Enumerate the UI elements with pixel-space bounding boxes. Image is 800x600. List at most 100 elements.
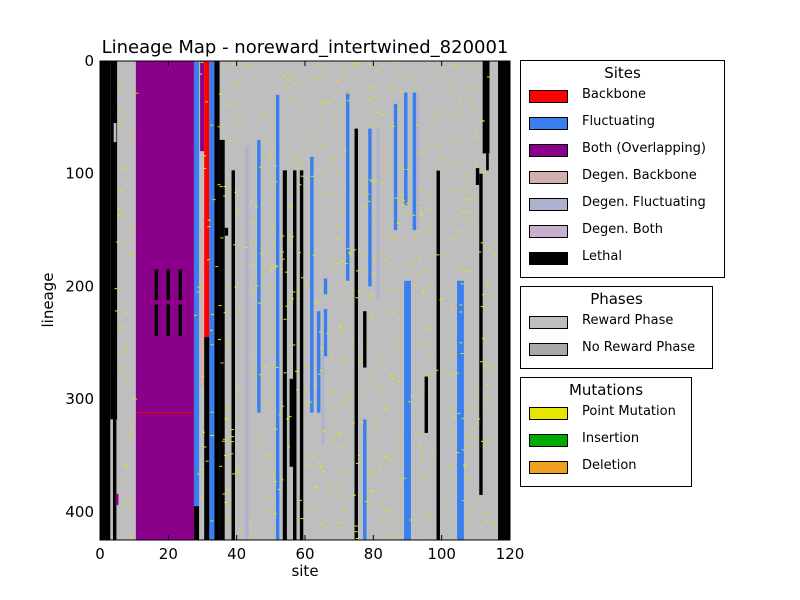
site-column: [204, 337, 210, 540]
mutation-mark: [319, 370, 323, 372]
mutation-mark: [126, 499, 130, 501]
mutation-mark: [384, 457, 388, 459]
mutation-mark: [465, 478, 469, 480]
mutation-mark: [465, 217, 469, 219]
legend-swatch: [529, 171, 568, 184]
mutation-mark: [262, 267, 266, 269]
mutation-mark: [445, 501, 449, 503]
mutation-mark: [459, 342, 463, 344]
mutation-mark: [126, 504, 130, 506]
y-tick-label: 0: [84, 52, 94, 70]
mutation-mark: [350, 290, 354, 292]
mutation-mark: [298, 499, 302, 501]
mutation-mark: [370, 491, 374, 493]
mutation-mark: [201, 375, 205, 377]
mutation-mark: [304, 365, 308, 367]
mutation-mark: [353, 249, 357, 251]
mutation-mark: [201, 468, 205, 470]
mutation-mark: [468, 198, 472, 200]
mutation-mark: [467, 211, 471, 213]
mutation-mark: [402, 168, 406, 170]
site-column: [368, 128, 372, 287]
mutation-mark: [354, 531, 358, 533]
mutation-mark: [217, 126, 221, 128]
x-tick-label: 120: [496, 545, 525, 563]
site-column: [486, 153, 489, 171]
mutation-mark: [121, 354, 125, 356]
mutation-mark: [233, 244, 237, 246]
mutation-mark: [269, 270, 273, 272]
mutation-mark: [419, 214, 423, 216]
mutation-mark: [339, 333, 343, 335]
legend-label: Degen. Fluctuating: [582, 195, 706, 210]
mutation-mark: [394, 197, 398, 199]
mutation-mark: [281, 258, 285, 260]
mutation-mark: [467, 66, 471, 68]
site-column: [100, 61, 111, 540]
legend-entry: No Reward Phase: [521, 338, 712, 365]
legend-entry: Both (Overlapping): [521, 139, 724, 166]
legend-label: Lethal: [582, 249, 622, 264]
mutation-mark: [296, 290, 300, 292]
mutation-mark: [294, 370, 298, 372]
x-tick-label: 20: [159, 545, 178, 563]
mutation-mark: [272, 242, 276, 244]
mutation-mark: [207, 226, 211, 228]
mutation-mark: [415, 124, 419, 126]
site-column: [209, 61, 215, 540]
mutation-mark: [492, 523, 496, 525]
mutation-mark: [273, 165, 277, 167]
mutation-mark: [348, 253, 352, 255]
mutation-mark: [427, 374, 431, 376]
mutation-mark: [371, 474, 375, 476]
mutation-mark: [484, 512, 488, 514]
mutation-mark: [281, 235, 285, 237]
site-column: [457, 280, 464, 540]
mutation-mark: [291, 97, 295, 99]
mutation-mark: [255, 285, 259, 287]
mutation-mark: [343, 149, 347, 151]
mutation-mark: [371, 273, 375, 275]
legend-swatch: [529, 434, 568, 447]
mutation-mark: [119, 82, 123, 84]
mutation-mark: [290, 236, 294, 238]
mutation-mark: [317, 63, 321, 65]
mutation-mark: [310, 175, 314, 177]
mutation-mark: [396, 222, 400, 224]
mutation-mark: [288, 416, 292, 418]
site-column: [166, 269, 171, 300]
mutation-mark: [332, 439, 336, 441]
mutation-mark: [123, 465, 127, 467]
mutation-mark: [441, 158, 445, 160]
mutation-mark: [427, 231, 431, 233]
mutation-mark: [132, 225, 136, 227]
mutation-mark: [429, 285, 433, 287]
mutation-mark: [116, 327, 120, 329]
legend-entry: Degen. Both: [521, 220, 724, 247]
mutation-mark: [419, 452, 423, 454]
mutation-mark: [205, 460, 209, 462]
mutation-mark: [328, 490, 332, 492]
site-column: [282, 170, 287, 540]
mutation-mark: [355, 297, 359, 299]
mutation-mark: [218, 93, 222, 95]
legend-label: Insertion: [582, 431, 640, 446]
site-column: [245, 145, 249, 540]
mutation-mark: [220, 237, 224, 239]
mutation-mark: [270, 151, 274, 153]
mutation-mark: [348, 396, 352, 398]
site-column: [135, 61, 194, 540]
legend-label: Backbone: [582, 87, 647, 102]
mutation-mark: [236, 210, 240, 212]
mutation-mark: [249, 532, 253, 534]
mutation-mark: [410, 263, 414, 265]
mutation-mark: [334, 226, 338, 228]
mutation-mark: [451, 239, 455, 241]
mutation-mark: [274, 428, 278, 430]
mutation-mark: [211, 434, 215, 436]
mutation-mark: [453, 354, 457, 356]
mutation-mark: [462, 417, 466, 419]
mutation-mark: [412, 214, 416, 216]
mutation-mark: [318, 119, 322, 121]
mutation-mark: [340, 521, 344, 523]
